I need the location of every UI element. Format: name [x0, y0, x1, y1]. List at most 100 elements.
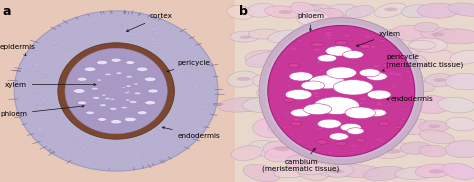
- Ellipse shape: [375, 30, 406, 40]
- Text: b: b: [239, 5, 248, 18]
- Ellipse shape: [140, 156, 144, 157]
- Ellipse shape: [347, 128, 364, 134]
- Text: epidermis: epidermis: [0, 44, 36, 56]
- Ellipse shape: [311, 42, 324, 47]
- Ellipse shape: [290, 48, 327, 67]
- Ellipse shape: [378, 108, 383, 110]
- Ellipse shape: [339, 152, 344, 154]
- Ellipse shape: [180, 63, 187, 65]
- Ellipse shape: [245, 50, 283, 65]
- Ellipse shape: [278, 99, 308, 111]
- Ellipse shape: [378, 97, 383, 99]
- Ellipse shape: [88, 25, 93, 27]
- Ellipse shape: [277, 62, 282, 64]
- Ellipse shape: [363, 87, 370, 90]
- Ellipse shape: [388, 72, 395, 75]
- Ellipse shape: [419, 121, 449, 132]
- Ellipse shape: [315, 125, 319, 126]
- Ellipse shape: [309, 75, 345, 89]
- Ellipse shape: [348, 69, 353, 70]
- Ellipse shape: [45, 76, 52, 78]
- Ellipse shape: [57, 145, 67, 148]
- Ellipse shape: [116, 72, 122, 74]
- Ellipse shape: [288, 118, 333, 135]
- Ellipse shape: [92, 96, 100, 99]
- Ellipse shape: [362, 48, 391, 58]
- Ellipse shape: [189, 94, 195, 98]
- Ellipse shape: [279, 10, 292, 14]
- Ellipse shape: [77, 77, 87, 81]
- Ellipse shape: [291, 109, 311, 117]
- Ellipse shape: [356, 74, 361, 75]
- Ellipse shape: [350, 29, 355, 30]
- Ellipse shape: [431, 32, 445, 36]
- Ellipse shape: [330, 69, 334, 71]
- Ellipse shape: [387, 98, 398, 102]
- Ellipse shape: [394, 73, 402, 76]
- Ellipse shape: [177, 130, 182, 131]
- Ellipse shape: [376, 101, 382, 104]
- Ellipse shape: [319, 17, 357, 31]
- Ellipse shape: [142, 158, 147, 159]
- Ellipse shape: [391, 118, 434, 135]
- Ellipse shape: [395, 127, 400, 128]
- Ellipse shape: [362, 60, 392, 70]
- Ellipse shape: [184, 121, 188, 123]
- Ellipse shape: [302, 109, 307, 111]
- Ellipse shape: [21, 77, 27, 79]
- Ellipse shape: [328, 152, 333, 153]
- Ellipse shape: [373, 65, 380, 67]
- Ellipse shape: [197, 64, 203, 68]
- Ellipse shape: [409, 90, 413, 92]
- Ellipse shape: [333, 80, 373, 95]
- Ellipse shape: [218, 97, 268, 112]
- Ellipse shape: [150, 37, 155, 41]
- Ellipse shape: [103, 162, 106, 164]
- Ellipse shape: [329, 133, 348, 140]
- Ellipse shape: [326, 34, 332, 36]
- Ellipse shape: [64, 48, 70, 50]
- Ellipse shape: [243, 164, 280, 182]
- Ellipse shape: [314, 77, 319, 79]
- Ellipse shape: [450, 50, 474, 64]
- Ellipse shape: [43, 76, 47, 78]
- Ellipse shape: [289, 72, 313, 81]
- Ellipse shape: [293, 5, 321, 13]
- Text: pericycle
(meristematic tissue): pericycle (meristematic tissue): [383, 54, 464, 71]
- Ellipse shape: [351, 145, 357, 147]
- Ellipse shape: [331, 52, 336, 53]
- Ellipse shape: [37, 94, 42, 98]
- Ellipse shape: [401, 118, 406, 120]
- Ellipse shape: [157, 131, 164, 133]
- Ellipse shape: [391, 25, 437, 41]
- Ellipse shape: [342, 49, 379, 62]
- Ellipse shape: [243, 97, 286, 113]
- Ellipse shape: [273, 73, 301, 87]
- Ellipse shape: [268, 122, 311, 135]
- Ellipse shape: [230, 31, 260, 42]
- Ellipse shape: [35, 93, 40, 96]
- Ellipse shape: [259, 18, 424, 164]
- Ellipse shape: [268, 25, 415, 157]
- Ellipse shape: [252, 74, 286, 89]
- Ellipse shape: [283, 98, 295, 102]
- Ellipse shape: [326, 46, 352, 56]
- Ellipse shape: [345, 107, 375, 119]
- Ellipse shape: [86, 36, 92, 39]
- Ellipse shape: [296, 163, 332, 175]
- Ellipse shape: [124, 117, 136, 122]
- Ellipse shape: [28, 106, 37, 109]
- Ellipse shape: [300, 81, 305, 83]
- Ellipse shape: [414, 96, 451, 114]
- Ellipse shape: [65, 48, 167, 134]
- Ellipse shape: [313, 8, 343, 21]
- Ellipse shape: [126, 85, 131, 87]
- Ellipse shape: [298, 40, 302, 41]
- Ellipse shape: [313, 49, 320, 51]
- Ellipse shape: [280, 134, 312, 146]
- Ellipse shape: [176, 76, 184, 78]
- Ellipse shape: [137, 67, 148, 71]
- Ellipse shape: [263, 141, 306, 158]
- Ellipse shape: [287, 85, 291, 87]
- Ellipse shape: [134, 139, 139, 143]
